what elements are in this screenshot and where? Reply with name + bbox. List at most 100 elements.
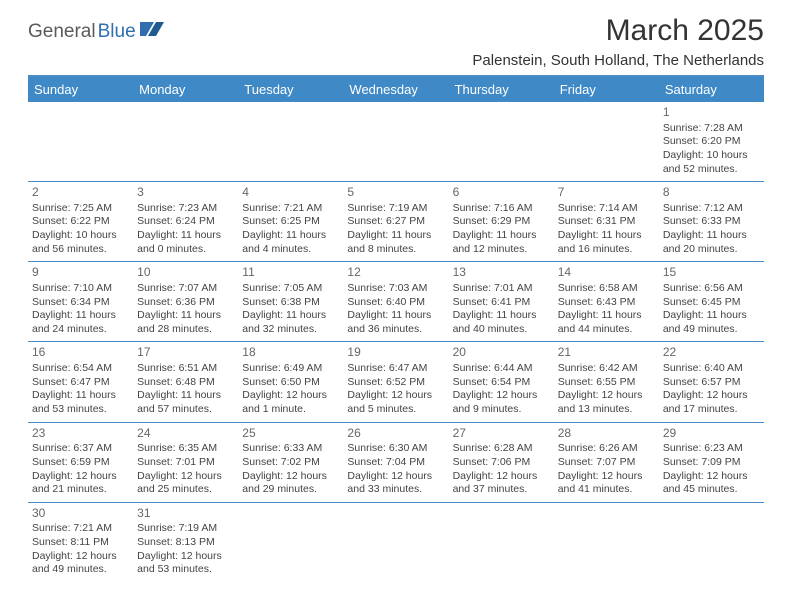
sunrise-text: Sunrise: 6:40 AM — [663, 362, 760, 376]
calendar-cell — [343, 502, 448, 582]
calendar-cell: 22Sunrise: 6:40 AMSunset: 6:57 PMDayligh… — [659, 342, 764, 422]
day-number: 16 — [32, 345, 129, 361]
sunrise-text: Sunrise: 6:44 AM — [453, 362, 550, 376]
daylight-text: Daylight: 12 hours and 53 minutes. — [137, 550, 234, 577]
calendar-cell: 1Sunrise: 7:28 AMSunset: 6:20 PMDaylight… — [659, 102, 764, 182]
sunset-text: Sunset: 6:45 PM — [663, 296, 760, 310]
daylight-text: Daylight: 11 hours and 16 minutes. — [558, 229, 655, 256]
day-number: 1 — [663, 105, 760, 121]
sunrise-text: Sunrise: 7:12 AM — [663, 202, 760, 216]
calendar-cell: 7Sunrise: 7:14 AMSunset: 6:31 PMDaylight… — [554, 182, 659, 262]
sunset-text: Sunset: 6:52 PM — [347, 376, 444, 390]
month-title: March 2025 — [472, 14, 764, 48]
daylight-text: Daylight: 12 hours and 29 minutes. — [242, 470, 339, 497]
daylight-text: Daylight: 12 hours and 17 minutes. — [663, 389, 760, 416]
day-number: 15 — [663, 265, 760, 281]
sunset-text: Sunset: 6:57 PM — [663, 376, 760, 390]
daylight-text: Daylight: 12 hours and 45 minutes. — [663, 470, 760, 497]
sunrise-text: Sunrise: 7:01 AM — [453, 282, 550, 296]
calendar-cell: 10Sunrise: 7:07 AMSunset: 6:36 PMDayligh… — [133, 262, 238, 342]
daylight-text: Daylight: 11 hours and 4 minutes. — [242, 229, 339, 256]
sunrise-text: Sunrise: 6:26 AM — [558, 442, 655, 456]
sunrise-text: Sunrise: 6:54 AM — [32, 362, 129, 376]
calendar-cell: 20Sunrise: 6:44 AMSunset: 6:54 PMDayligh… — [449, 342, 554, 422]
sunrise-text: Sunrise: 7:16 AM — [453, 202, 550, 216]
sunrise-text: Sunrise: 6:49 AM — [242, 362, 339, 376]
sunrise-text: Sunrise: 6:47 AM — [347, 362, 444, 376]
sunset-text: Sunset: 7:01 PM — [137, 456, 234, 470]
sunset-text: Sunset: 7:09 PM — [663, 456, 760, 470]
sunset-text: Sunset: 6:54 PM — [453, 376, 550, 390]
sunrise-text: Sunrise: 6:51 AM — [137, 362, 234, 376]
calendar-cell — [449, 102, 554, 182]
daylight-text: Daylight: 11 hours and 36 minutes. — [347, 309, 444, 336]
sunrise-text: Sunrise: 7:19 AM — [137, 522, 234, 536]
day-number: 23 — [32, 426, 129, 442]
sunrise-text: Sunrise: 7:10 AM — [32, 282, 129, 296]
daylight-text: Daylight: 11 hours and 28 minutes. — [137, 309, 234, 336]
daylight-text: Daylight: 11 hours and 57 minutes. — [137, 389, 234, 416]
calendar-cell: 17Sunrise: 6:51 AMSunset: 6:48 PMDayligh… — [133, 342, 238, 422]
calendar-cell: 24Sunrise: 6:35 AMSunset: 7:01 PMDayligh… — [133, 422, 238, 502]
calendar-cell: 28Sunrise: 6:26 AMSunset: 7:07 PMDayligh… — [554, 422, 659, 502]
sunset-text: Sunset: 7:02 PM — [242, 456, 339, 470]
calendar-cell: 29Sunrise: 6:23 AMSunset: 7:09 PMDayligh… — [659, 422, 764, 502]
sunset-text: Sunset: 6:55 PM — [558, 376, 655, 390]
sunrise-text: Sunrise: 6:56 AM — [663, 282, 760, 296]
day-number: 18 — [242, 345, 339, 361]
sunrise-text: Sunrise: 6:33 AM — [242, 442, 339, 456]
sunset-text: Sunset: 6:22 PM — [32, 215, 129, 229]
calendar-table: Sunday Monday Tuesday Wednesday Thursday… — [28, 77, 764, 582]
sunrise-text: Sunrise: 6:30 AM — [347, 442, 444, 456]
daylight-text: Daylight: 12 hours and 13 minutes. — [558, 389, 655, 416]
sunset-text: Sunset: 7:04 PM — [347, 456, 444, 470]
calendar-cell: 15Sunrise: 6:56 AMSunset: 6:45 PMDayligh… — [659, 262, 764, 342]
day-number: 24 — [137, 426, 234, 442]
calendar-cell — [28, 102, 133, 182]
calendar-cell: 23Sunrise: 6:37 AMSunset: 6:59 PMDayligh… — [28, 422, 133, 502]
daylight-text: Daylight: 12 hours and 9 minutes. — [453, 389, 550, 416]
sunset-text: Sunset: 6:27 PM — [347, 215, 444, 229]
calendar-cell: 14Sunrise: 6:58 AMSunset: 6:43 PMDayligh… — [554, 262, 659, 342]
sunrise-text: Sunrise: 7:14 AM — [558, 202, 655, 216]
day-number: 5 — [347, 185, 444, 201]
calendar-cell — [238, 102, 343, 182]
calendar-row: 9Sunrise: 7:10 AMSunset: 6:34 PMDaylight… — [28, 262, 764, 342]
day-number: 10 — [137, 265, 234, 281]
day-header: Monday — [133, 77, 238, 102]
sunset-text: Sunset: 6:33 PM — [663, 215, 760, 229]
day-number: 2 — [32, 185, 129, 201]
daylight-text: Daylight: 11 hours and 53 minutes. — [32, 389, 129, 416]
header: General Blue March 2025 Palenstein, Sout… — [28, 14, 764, 69]
sunset-text: Sunset: 6:31 PM — [558, 215, 655, 229]
logo: General Blue — [28, 14, 166, 43]
daylight-text: Daylight: 11 hours and 40 minutes. — [453, 309, 550, 336]
daylight-text: Daylight: 12 hours and 21 minutes. — [32, 470, 129, 497]
logo-text-general: General — [28, 21, 96, 43]
day-number: 3 — [137, 185, 234, 201]
logo-text-blue: Blue — [98, 21, 136, 43]
day-number: 31 — [137, 506, 234, 522]
calendar-cell: 27Sunrise: 6:28 AMSunset: 7:06 PMDayligh… — [449, 422, 554, 502]
daylight-text: Daylight: 11 hours and 8 minutes. — [347, 229, 444, 256]
sunrise-text: Sunrise: 6:37 AM — [32, 442, 129, 456]
day-header-row: Sunday Monday Tuesday Wednesday Thursday… — [28, 77, 764, 102]
sunset-text: Sunset: 6:47 PM — [32, 376, 129, 390]
day-number: 17 — [137, 345, 234, 361]
calendar-cell: 11Sunrise: 7:05 AMSunset: 6:38 PMDayligh… — [238, 262, 343, 342]
sunset-text: Sunset: 6:48 PM — [137, 376, 234, 390]
daylight-text: Daylight: 11 hours and 20 minutes. — [663, 229, 760, 256]
calendar-cell — [238, 502, 343, 582]
calendar-cell: 3Sunrise: 7:23 AMSunset: 6:24 PMDaylight… — [133, 182, 238, 262]
day-number: 14 — [558, 265, 655, 281]
calendar-cell — [554, 102, 659, 182]
calendar-page: General Blue March 2025 Palenstein, Sout… — [0, 0, 792, 582]
sunrise-text: Sunrise: 7:05 AM — [242, 282, 339, 296]
day-number: 29 — [663, 426, 760, 442]
calendar-cell: 13Sunrise: 7:01 AMSunset: 6:41 PMDayligh… — [449, 262, 554, 342]
sunset-text: Sunset: 6:59 PM — [32, 456, 129, 470]
day-number: 26 — [347, 426, 444, 442]
sunrise-text: Sunrise: 6:28 AM — [453, 442, 550, 456]
sunrise-text: Sunrise: 6:58 AM — [558, 282, 655, 296]
day-number: 7 — [558, 185, 655, 201]
